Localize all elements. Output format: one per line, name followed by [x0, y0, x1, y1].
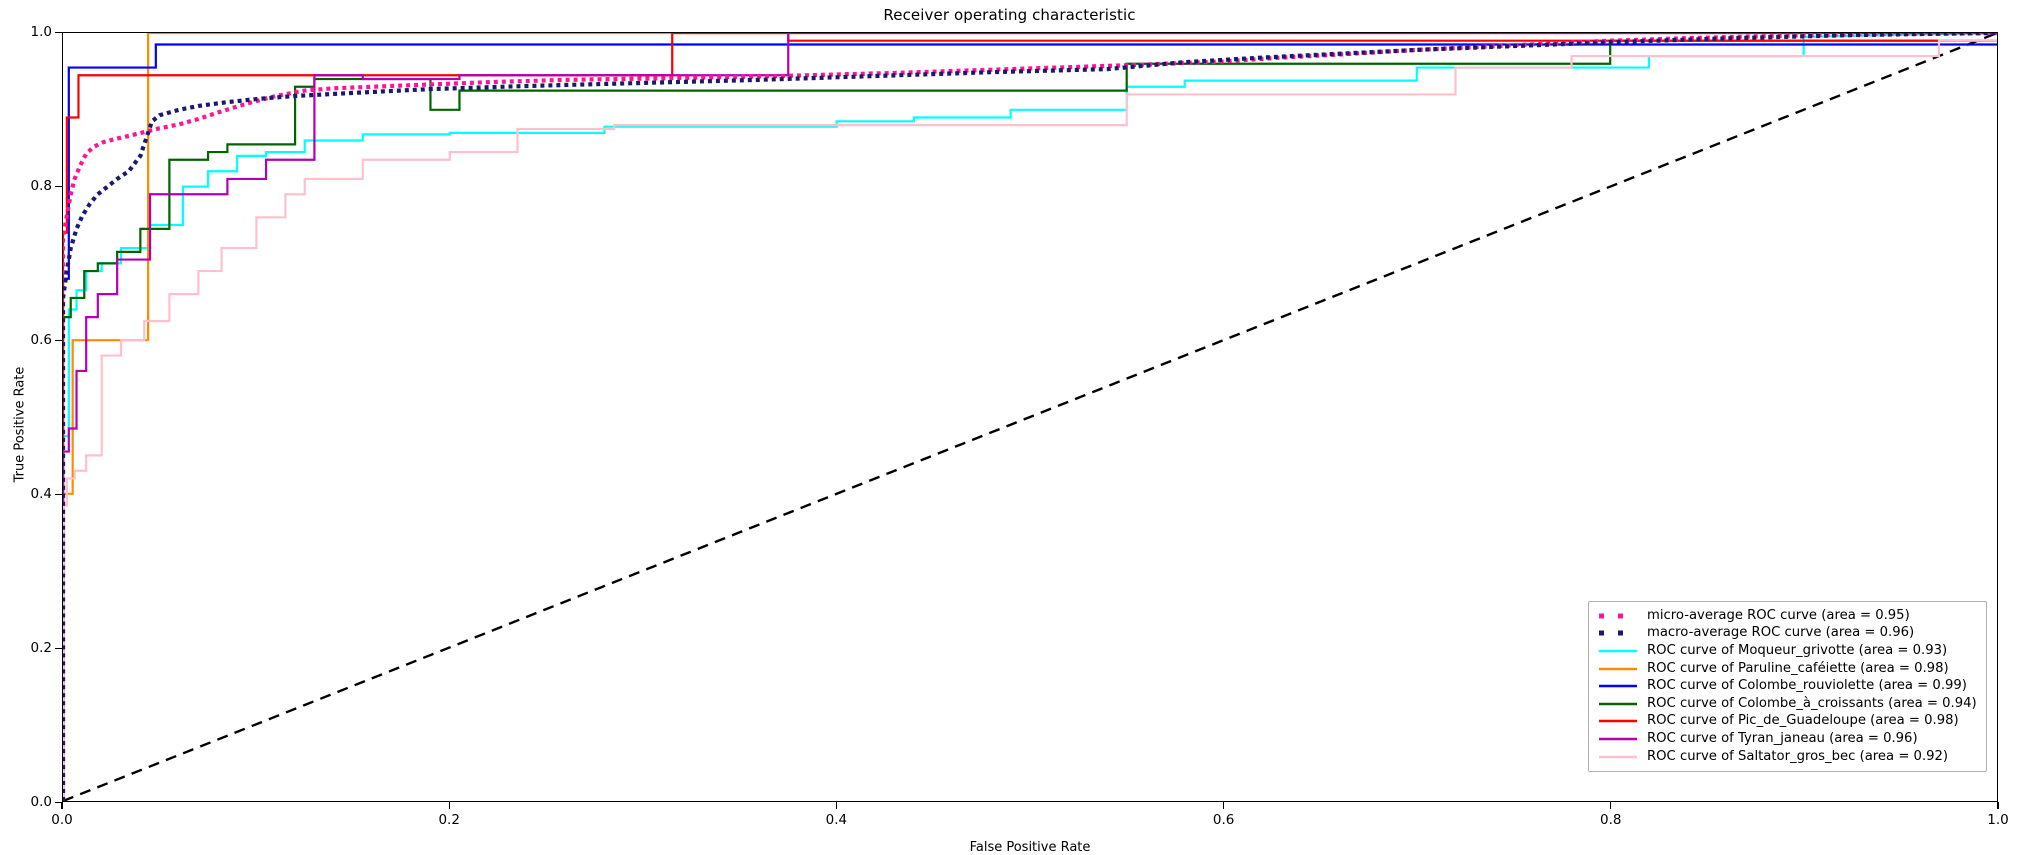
x-axis-label: False Positive Rate [969, 840, 1091, 855]
legend-item[interactable]: ROC curve of Moqueur_grivotte (area = 0.… [1598, 642, 1977, 660]
y-axis-label: True Positive Rate [12, 366, 28, 483]
x-tick-label: 0.6 [1212, 812, 1235, 828]
legend-item[interactable]: ROC curve of Colombe_rouviolette (area =… [1598, 677, 1977, 695]
legend-item[interactable]: ROC curve of Saltator_gros_bec (area = 0… [1598, 748, 1977, 766]
legend-color-swatch [1598, 609, 1638, 623]
x-tick-label: 0.2 [438, 812, 460, 828]
chance-diagonal-line [63, 33, 1997, 801]
x-tick-label: 0.4 [825, 812, 848, 828]
legend-color-swatch [1598, 714, 1638, 728]
y-tick-mark [55, 31, 62, 33]
legend-color-swatch [1598, 626, 1638, 640]
y-tick-label: 0.4 [30, 486, 52, 502]
plot-area [62, 32, 1998, 802]
legend-item[interactable]: macro-average ROC curve (area = 0.96) [1598, 625, 1977, 643]
legend-label: ROC curve of Pic_de_Guadeloupe (area = 0… [1647, 713, 1959, 729]
legend-item[interactable]: ROC curve of Tyran_janeau (area = 0.96) [1598, 730, 1977, 748]
x-tick-mark [1997, 802, 1999, 809]
y-tick-label: 1.0 [30, 24, 52, 40]
legend-label: ROC curve of Colombe_rouviolette (area =… [1647, 678, 1967, 694]
y-tick-mark [55, 493, 62, 495]
legend-label: ROC curve of Colombe_à_croissants (area … [1647, 695, 1977, 711]
roc-curve-colombe-rouviolette [63, 45, 1997, 801]
roc-curve-saltator-gros-bec [63, 41, 1997, 801]
legend-color-swatch [1598, 662, 1638, 676]
legend-color-swatch [1598, 750, 1638, 764]
legend-color-swatch [1598, 697, 1638, 711]
legend-label: micro-average ROC curve (area = 0.95) [1647, 607, 1910, 623]
x-tick-mark [835, 802, 837, 809]
x-tick-label: 1.0 [1987, 812, 2009, 828]
legend-item[interactable]: ROC curve of Colombe_à_croissants (area … [1598, 695, 1977, 713]
y-tick-mark [55, 647, 62, 649]
y-tick-label: 0.0 [30, 794, 52, 810]
legend-item[interactable]: ROC curve of Pic_de_Guadeloupe (area = 0… [1598, 713, 1977, 731]
y-axis-tick-labels: 0.0 0.2 0.4 0.6 0.8 1.0 [0, 0, 52, 855]
y-tick-mark [55, 185, 62, 187]
x-tick-mark [61, 802, 63, 809]
x-tick-mark [1610, 802, 1612, 809]
legend[interactable]: micro-average ROC curve (area = 0.95) mac… [1588, 601, 1987, 773]
legend-label: ROC curve of Tyran_janeau (area = 0.96) [1647, 730, 1918, 746]
y-tick-mark [55, 339, 62, 341]
roc-curve-micro-average-roc-curve [63, 33, 1997, 801]
roc-curve-paruline-caf-iette [63, 33, 1997, 801]
x-tick-label: 0.8 [1600, 812, 1622, 828]
x-tick-mark [448, 802, 450, 809]
y-tick-label: 0.6 [30, 332, 52, 348]
legend-color-swatch [1598, 644, 1638, 658]
legend-label: ROC curve of Moqueur_grivotte (area = 0.… [1647, 642, 1948, 658]
y-tick-label: 0.8 [30, 178, 52, 194]
roc-curves-canvas [63, 33, 1997, 801]
roc-curve-colombe-croissants [63, 41, 1997, 801]
legend-color-swatch [1598, 732, 1638, 746]
y-tick-label: 0.2 [30, 640, 52, 656]
legend-label: ROC curve of Paruline_caféiette (area = … [1647, 660, 1949, 676]
roc-curve-tyran-janeau [63, 33, 1997, 801]
legend-item[interactable]: ROC curve of Paruline_caféiette (area = … [1598, 660, 1977, 678]
x-tick-mark [1223, 802, 1225, 809]
legend-item[interactable]: micro-average ROC curve (area = 0.95) [1598, 607, 1977, 625]
legend-label: macro-average ROC curve (area = 0.96) [1647, 625, 1915, 641]
roc-curve-macro-average-roc-curve [63, 33, 1997, 801]
legend-color-swatch [1598, 679, 1638, 693]
page-title: Receiver operating characteristic [883, 6, 1136, 24]
y-tick-mark [55, 801, 62, 803]
x-tick-label: 0.0 [51, 812, 73, 828]
legend-label: ROC curve of Saltator_gros_bec (area = 0… [1647, 748, 1949, 764]
